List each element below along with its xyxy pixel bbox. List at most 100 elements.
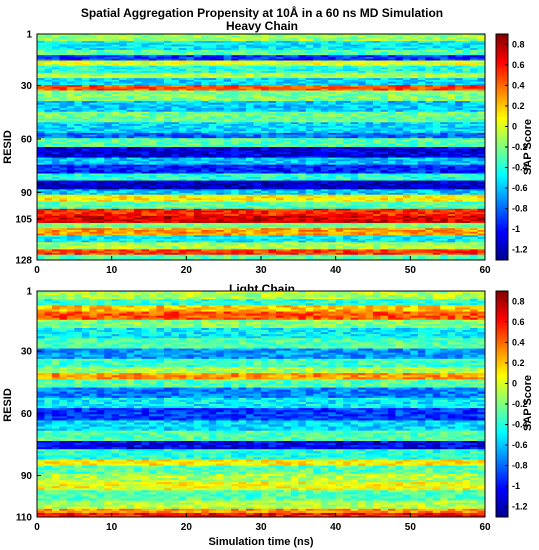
heatmap-cell	[440, 79, 449, 83]
heatmap-cell	[126, 76, 135, 79]
heatmap-cell	[171, 79, 180, 83]
heatmap-cell	[51, 136, 60, 139]
heatmap-cell	[261, 147, 269, 150]
heatmap-cell	[455, 51, 463, 54]
heatmap-cell	[111, 143, 120, 146]
heatmap-cell	[134, 55, 142, 58]
heatmap-cell	[231, 39, 239, 42]
heatmap-cell	[268, 141, 277, 144]
heatmap-cell	[89, 125, 98, 128]
heatmap-cell	[298, 58, 307, 61]
heatmap-cell	[37, 131, 45, 134]
heatmap-cell	[268, 131, 277, 134]
heatmap-cell	[432, 37, 441, 40]
heatmap-cell	[223, 48, 232, 51]
heatmap-cell	[313, 42, 322, 45]
heatmap-cell	[432, 85, 441, 88]
heatmap-cell	[201, 129, 210, 132]
heatmap-cell	[373, 64, 381, 67]
heatmap-cell	[163, 166, 172, 169]
heatmap-cell	[134, 147, 142, 150]
heatmap-cell	[313, 86, 322, 90]
heatmap-cell	[395, 125, 404, 128]
heatmap-cell	[201, 148, 210, 151]
heatmap-cell	[395, 56, 404, 60]
heatmap-cell	[223, 53, 232, 56]
heatmap-cell	[447, 64, 456, 67]
heatmap-cell	[126, 46, 135, 49]
heatmap-cell	[171, 65, 180, 68]
heatmap-cell	[51, 132, 60, 136]
heatmap-cell	[402, 85, 411, 88]
heatmap-cell	[261, 164, 269, 167]
heatmap-cell	[134, 42, 142, 45]
heatmap-cell	[223, 136, 232, 139]
heatmap-cell	[81, 69, 90, 72]
heatmap-cell	[44, 150, 53, 153]
heatmap-cell	[305, 127, 314, 130]
heatmap-cell	[186, 129, 195, 132]
heatmap-cell	[178, 95, 187, 98]
heatmap-cell	[358, 34, 366, 37]
heatmap-cell	[432, 139, 441, 143]
heatmap-cell	[440, 69, 449, 72]
heatmap-cell	[455, 124, 463, 127]
heatmap-cell	[223, 125, 232, 128]
heatmap-cell	[193, 101, 202, 104]
heatmap-cell	[186, 102, 195, 106]
heatmap-cell	[186, 37, 195, 40]
heatmap-cell	[44, 55, 53, 58]
heatmap-cell	[193, 113, 202, 116]
heatmap-cell	[119, 118, 127, 121]
heatmap-cell	[51, 139, 60, 143]
heatmap-cell	[343, 157, 351, 160]
heatmap-cell	[208, 90, 217, 93]
heatmap-cell	[365, 115, 374, 118]
heatmap-cell	[119, 136, 127, 139]
heatmap-cell	[178, 99, 187, 102]
heatmap-cell	[51, 124, 60, 127]
heatmap-cell	[149, 74, 157, 77]
heatmap-cell	[37, 71, 45, 74]
heatmap-cell	[208, 72, 217, 76]
heatmap-cell	[417, 154, 426, 157]
heatmap-cell	[193, 136, 202, 139]
heatmap-cell	[119, 152, 127, 155]
heatmap-cell	[193, 166, 202, 169]
heatmap-cell	[171, 138, 180, 141]
heatmap-cell	[119, 62, 127, 65]
heatmap-cell	[313, 134, 322, 137]
heatmap-cell	[37, 136, 45, 139]
heatmap-cell	[171, 141, 180, 144]
heatmap-cell	[447, 124, 456, 127]
heatmap-cell	[477, 147, 486, 150]
heatmap-cell	[298, 116, 307, 120]
heatmap-cell	[268, 108, 277, 111]
heatmap-cell	[387, 116, 396, 120]
heatmap-cell	[410, 85, 419, 88]
heatmap-cell	[455, 102, 463, 106]
heatmap-cell	[417, 37, 426, 40]
heatmap-cell	[231, 164, 239, 167]
heatmap-cell	[141, 154, 150, 157]
heatmap-cell	[328, 124, 337, 127]
heatmap-cell	[343, 108, 351, 111]
heatmap-cell	[51, 150, 60, 153]
heatmap-cell	[231, 115, 239, 118]
heatmap-cell	[74, 49, 83, 53]
heatmap-cell	[320, 127, 329, 130]
heatmap-cell	[402, 56, 411, 60]
heatmap-cell	[261, 88, 269, 91]
heatmap-cell	[261, 101, 269, 104]
heatmap-cell	[313, 147, 322, 150]
heatmap-cell	[343, 155, 351, 158]
heatmap-cell	[37, 55, 45, 58]
heatmap-cell	[178, 101, 187, 104]
heatmap-cell	[261, 86, 269, 90]
heatmap-cell	[134, 95, 142, 98]
heatmap-cell	[51, 155, 60, 158]
heatmap-cell	[417, 124, 426, 127]
heatmap-cell	[417, 48, 426, 51]
heatmap-cell	[119, 116, 127, 120]
heatmap-cell	[44, 125, 53, 128]
